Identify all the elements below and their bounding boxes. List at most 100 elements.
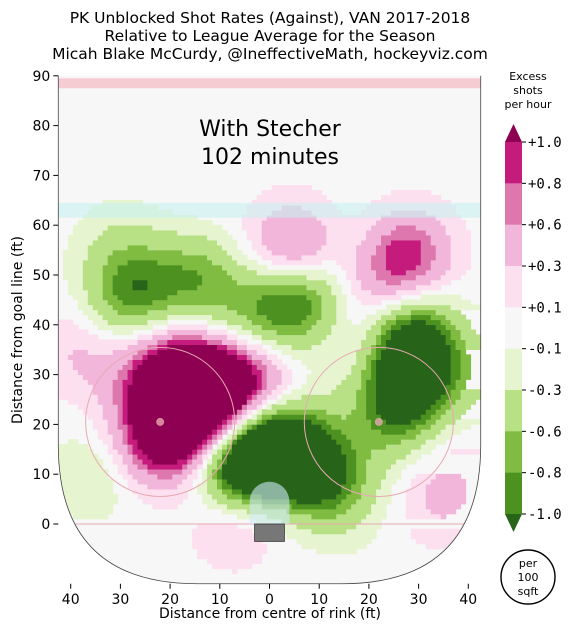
heatmap-cell bbox=[430, 404, 442, 410]
heatmap-cell bbox=[361, 339, 377, 346]
y-tick-label: 30 bbox=[32, 368, 50, 384]
heatmap-cell bbox=[376, 364, 452, 370]
heatmap-cell bbox=[226, 478, 347, 485]
heatmap-cell bbox=[366, 334, 377, 341]
heatmap-cell bbox=[212, 493, 228, 500]
heatmap-cell bbox=[405, 269, 427, 276]
heatmap-cell bbox=[58, 369, 79, 375]
heatmap-cell bbox=[261, 219, 322, 226]
heatmap-cell bbox=[197, 548, 268, 555]
chart-title: PK Unblocked Shot Rates (Against), VAN 2… bbox=[70, 9, 471, 27]
x-tick-label: 0 bbox=[265, 592, 274, 608]
heatmap-cell bbox=[112, 399, 124, 405]
colorbar-arrow-bottom bbox=[505, 514, 522, 532]
heatmap-cell bbox=[256, 409, 263, 415]
heatmap-cell bbox=[385, 419, 412, 425]
heatmap-cell bbox=[376, 249, 387, 256]
heatmap-cell bbox=[450, 254, 472, 261]
heatmap-cell bbox=[112, 389, 124, 395]
heatmap-cell bbox=[261, 399, 268, 405]
heatmap-cell bbox=[197, 453, 203, 460]
heatmap-cell bbox=[236, 259, 258, 266]
heatmap-contours bbox=[58, 185, 481, 575]
heatmap-cell bbox=[371, 424, 417, 430]
heatmap-cell bbox=[395, 224, 417, 231]
heatmap-cell bbox=[112, 453, 124, 460]
heatmap-cell bbox=[67, 279, 84, 286]
heatmap-cell bbox=[450, 304, 481, 311]
heatmap-cell bbox=[231, 439, 238, 445]
heatmap-cell bbox=[450, 234, 472, 241]
heatmap-cell bbox=[127, 394, 248, 400]
y-tick-label: 90 bbox=[32, 69, 50, 85]
heatmap-cell bbox=[137, 444, 198, 450]
heatmap-cell bbox=[117, 463, 129, 470]
heatmap-cell bbox=[381, 214, 437, 221]
heatmap-cell bbox=[361, 384, 367, 390]
heatmap-cell bbox=[147, 279, 203, 286]
x-tick-label: 30 bbox=[111, 592, 129, 608]
heatmap-cell bbox=[212, 473, 218, 480]
heatmap-cell bbox=[326, 429, 342, 435]
heatmap-cell bbox=[207, 483, 218, 490]
colorbar-swatch bbox=[505, 224, 522, 267]
y-tick-label: 70 bbox=[32, 168, 50, 184]
heatmap-cell bbox=[336, 493, 347, 500]
heatmap-cell bbox=[266, 419, 313, 425]
heatmap-cell bbox=[117, 419, 124, 425]
heatmap-cell bbox=[415, 284, 442, 291]
heatmap-cell bbox=[157, 473, 173, 480]
heatmap-cell bbox=[207, 473, 213, 480]
heatmap-cell bbox=[390, 334, 447, 341]
heatmap-cell bbox=[202, 439, 208, 445]
heatmap-cell bbox=[221, 264, 248, 271]
heatmap-cell bbox=[87, 414, 104, 420]
heatmap-cell bbox=[226, 434, 233, 440]
heatmap-cell bbox=[266, 384, 278, 390]
heatmap-cell bbox=[207, 468, 213, 475]
heatmap-cell bbox=[207, 449, 213, 455]
heatmap-cell bbox=[72, 229, 104, 236]
heatmap-cell bbox=[405, 488, 427, 495]
heatmap-cell bbox=[306, 314, 322, 321]
heatmap-cell bbox=[311, 309, 322, 316]
heatmap-cell bbox=[132, 424, 218, 430]
annotation-player: With Stecher bbox=[199, 117, 342, 142]
colorbar-swatch bbox=[505, 348, 522, 391]
heatmap-cell bbox=[261, 419, 268, 425]
heatmap-cell bbox=[241, 419, 248, 425]
heatmap-cell bbox=[356, 523, 382, 530]
heatmap-cell bbox=[132, 449, 144, 455]
heatmap-cell bbox=[58, 503, 114, 510]
heatmap-cell bbox=[187, 453, 193, 460]
heatmap-cell bbox=[217, 483, 223, 490]
heatmap-cell bbox=[137, 334, 154, 341]
heatmap-cell bbox=[207, 458, 213, 465]
heatmap-cell bbox=[92, 304, 114, 311]
heatmap-cell bbox=[445, 269, 467, 276]
heatmap-cell bbox=[420, 239, 432, 246]
heatmap-cell bbox=[127, 414, 228, 420]
heatmap-cell bbox=[152, 224, 223, 231]
heatmap-cell bbox=[450, 319, 472, 326]
heatmap-cell bbox=[107, 424, 119, 430]
heatmap-cell bbox=[92, 419, 109, 425]
heatmap-cell bbox=[296, 538, 372, 545]
heatmap-cell bbox=[410, 419, 427, 425]
heatmap-cell bbox=[127, 369, 134, 375]
heatmap-cell bbox=[346, 434, 417, 440]
colorbar-swatch bbox=[505, 307, 522, 350]
heatmap-cell bbox=[67, 244, 89, 251]
heatmap-cell bbox=[286, 533, 377, 540]
heatmap-cell bbox=[376, 379, 452, 385]
heatmap-cell bbox=[221, 449, 228, 455]
heatmap-cell bbox=[331, 389, 357, 395]
heatmap-cell bbox=[137, 339, 158, 346]
heatmap-cell bbox=[381, 239, 392, 246]
heatmap-cell bbox=[82, 409, 104, 415]
heatmap-cell bbox=[371, 224, 397, 231]
heatmap-cell bbox=[371, 324, 382, 331]
heatmap-cell bbox=[256, 269, 327, 276]
heatmap-cell bbox=[256, 404, 263, 410]
heatmap-cell bbox=[217, 478, 223, 485]
